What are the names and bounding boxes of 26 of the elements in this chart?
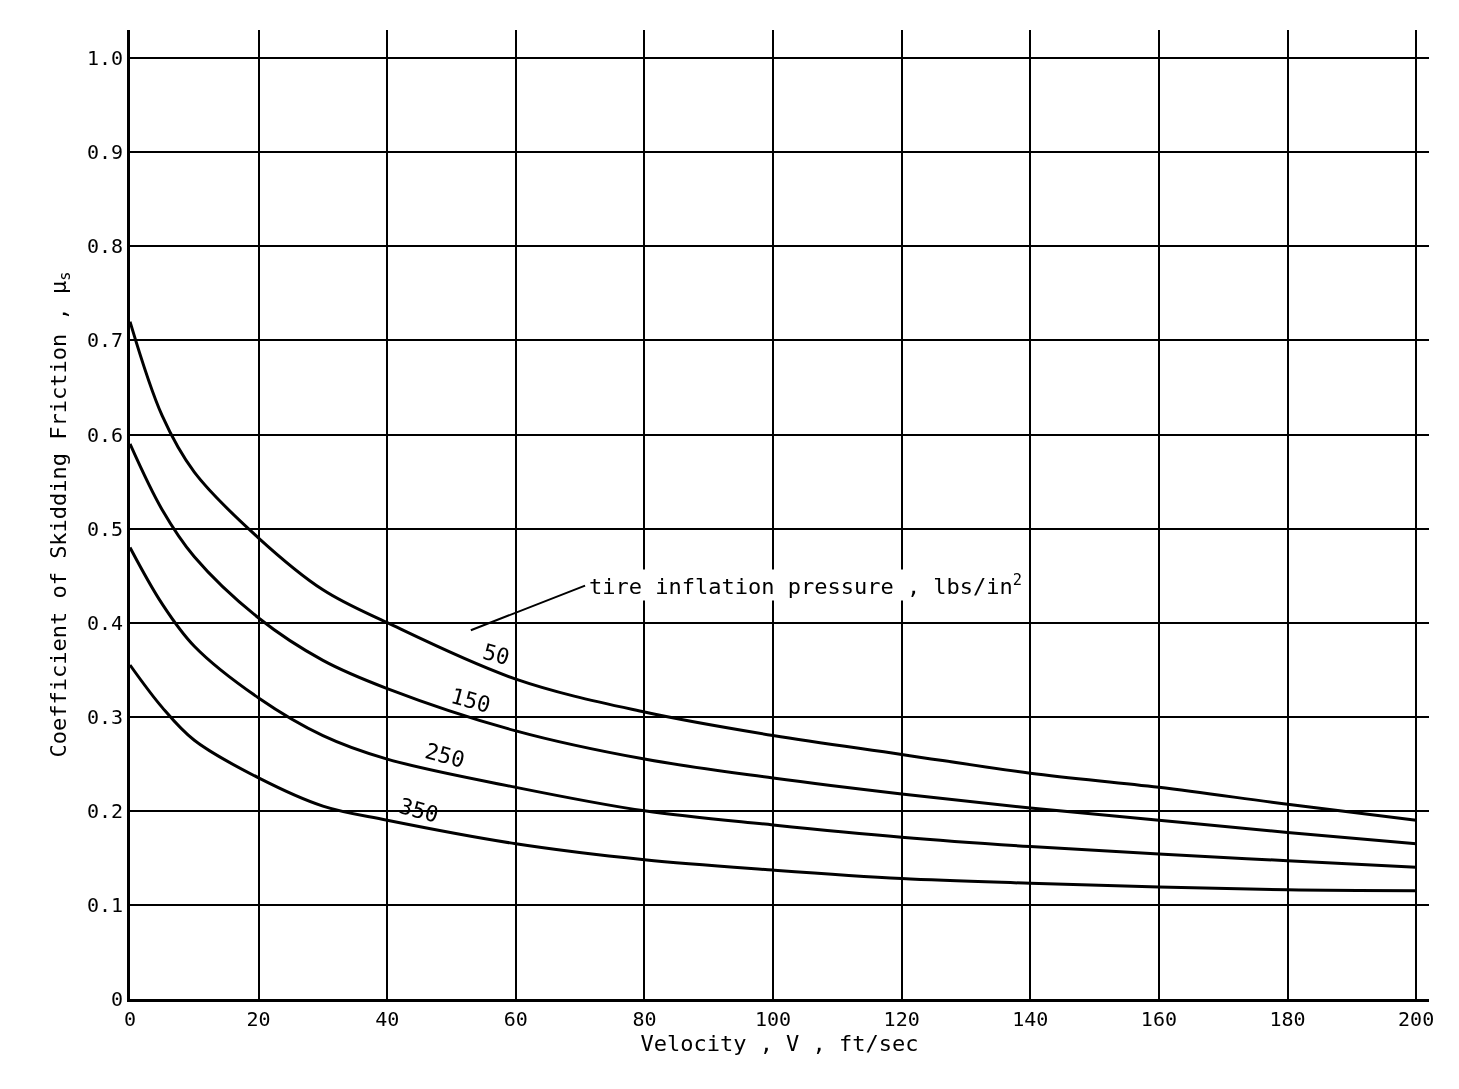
- y-tick-label: 0.9: [86, 140, 123, 165]
- y-tick-label: 0.5: [86, 516, 123, 541]
- x-tick-label: 200: [1398, 1007, 1435, 1031]
- x-tick-label: 100: [755, 1007, 792, 1031]
- y-tick-label: 0.2: [86, 798, 123, 823]
- x-tick-label: 160: [1140, 1007, 1177, 1031]
- text: 250: [422, 738, 468, 773]
- x-tick-label: 180: [1269, 1007, 1306, 1031]
- text: 50: [480, 638, 513, 670]
- x-tick-label: 80: [632, 1007, 657, 1031]
- y-tick-label: 0.6: [86, 422, 123, 447]
- text: 150: [448, 683, 494, 718]
- x-tick-label: 20: [246, 1007, 271, 1031]
- x-axis-title: Velocity , V , ft/sec: [640, 1031, 919, 1056]
- x-tick-label: 120: [883, 1007, 920, 1031]
- y-tick-label: 0.4: [86, 610, 123, 635]
- y-tick-label: 0.1: [86, 892, 123, 917]
- y-tick-label: 0.3: [86, 704, 123, 729]
- x-tick-label: 60: [503, 1007, 528, 1031]
- y-tick-label: 0.8: [86, 234, 123, 259]
- annotation: tire inflation pressure , lbs/in$^{2}$: [589, 571, 1023, 600]
- x-tick-label: 40: [375, 1007, 400, 1031]
- y-tick-label: 1.0: [86, 46, 123, 71]
- y-tick-label: 0.7: [86, 328, 123, 353]
- y-tick-label: 0: [110, 987, 123, 1011]
- x-tick-label: 140: [1012, 1007, 1049, 1031]
